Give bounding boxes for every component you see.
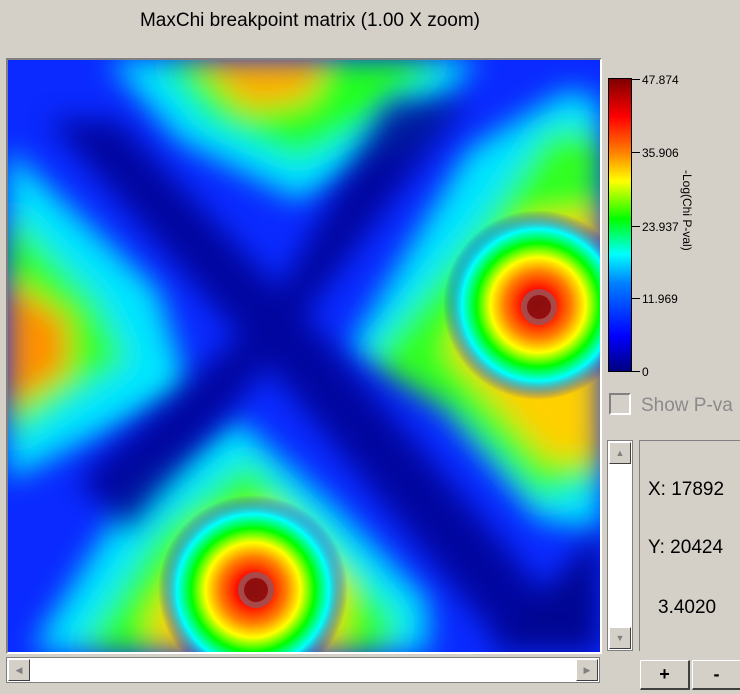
legend-tick-label: 0 — [642, 365, 649, 379]
vertical-scrollbar[interactable]: ▲ ▼ — [607, 440, 633, 651]
legend-tick — [632, 79, 640, 80]
legend-tick — [632, 298, 640, 299]
cell-value: 3.4020 — [658, 597, 717, 618]
zoom-in-button[interactable]: + — [640, 660, 690, 690]
legend-axis-label: -Log(Chi P-val) — [680, 170, 694, 251]
arrow-right-icon: ▶ — [583, 665, 591, 675]
legend-tick — [632, 226, 640, 227]
legend-tick-label: 47.874 — [642, 73, 679, 87]
scroll-down-button[interactable]: ▼ — [609, 627, 631, 649]
y-coordinate: Y: 20424 — [648, 537, 724, 558]
legend-tick-label: 35.906 — [642, 146, 679, 160]
arrow-left-icon: ◀ — [15, 665, 23, 675]
show-pvalue-label: Show P-va — [641, 395, 733, 416]
arrow-down-icon: ▼ — [615, 633, 625, 643]
breakpoint-marker[interactable] — [521, 289, 557, 325]
breakpoint-marker[interactable] — [238, 572, 274, 608]
horizontal-scrollbar[interactable]: ◀ ▶ — [6, 657, 600, 683]
show-pvalue-checkbox[interactable] — [609, 393, 631, 415]
breakpoint-matrix-heatmap[interactable] — [6, 58, 602, 654]
zoom-out-button[interactable]: - — [692, 660, 740, 690]
scroll-left-button[interactable]: ◀ — [8, 659, 30, 681]
scroll-up-button[interactable]: ▲ — [609, 442, 631, 464]
window-title: MaxChi breakpoint matrix (1.00 X zoom) — [139, 10, 480, 31]
legend-tick-label: 23.937 — [642, 220, 679, 234]
color-scale-bar — [608, 78, 632, 372]
arrow-up-icon: ▲ — [615, 448, 625, 458]
scroll-right-button[interactable]: ▶ — [576, 659, 598, 681]
x-coordinate: X: 17892 — [648, 479, 725, 500]
legend-tick — [632, 152, 640, 153]
legend-tick-label: 11.969 — [642, 292, 678, 306]
legend-tick — [632, 371, 640, 372]
coordinate-panel: X: 17892 Y: 20424 3.4020 — [639, 440, 740, 651]
